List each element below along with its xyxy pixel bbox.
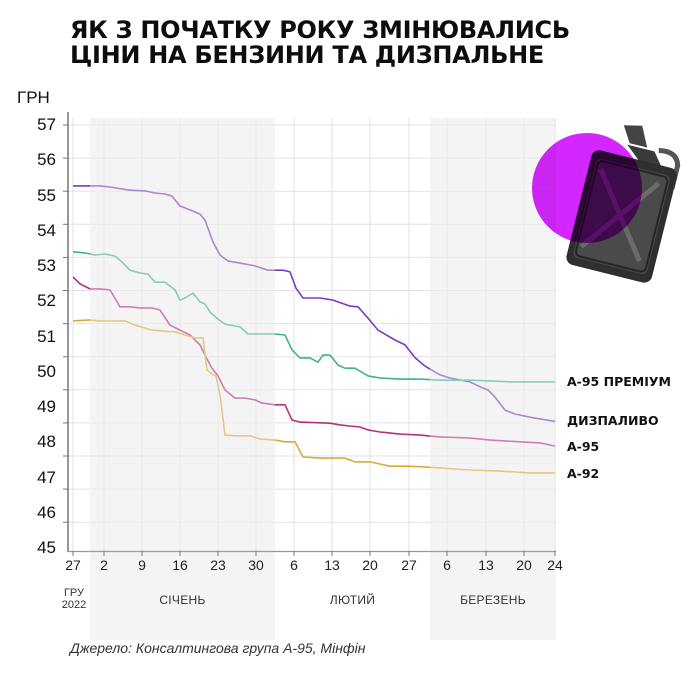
y-tick-label: 49 <box>37 397 56 416</box>
series-line <box>72 251 555 383</box>
y-tick-label: 46 <box>37 502 56 522</box>
x-tick-label: 6 <box>290 557 298 573</box>
y-tick-label: 52 <box>37 291 56 311</box>
y-tick-label: 57 <box>37 115 56 134</box>
x-tick-label: 23 <box>210 557 226 573</box>
jerrycan-icon <box>532 125 681 283</box>
band-fade-overlay <box>90 118 556 550</box>
y-axis-unit: ГРН <box>17 88 50 107</box>
y-tick-label: 47 <box>37 467 56 487</box>
x-tick-label: 6 <box>443 557 451 573</box>
x-tick-label: 9 <box>138 557 146 573</box>
x-tick-label: 20 <box>516 557 532 573</box>
chart-title: ЯК З ПОЧАТКУ РОКУ ЗМІНЮВАЛИСЬ ЦІНИ НА БЕ… <box>70 18 570 68</box>
x-tick-label: 2 <box>100 557 108 573</box>
title-line-1: ЯК З ПОЧАТКУ РОКУ ЗМІНЮВАЛИСЬ <box>70 16 570 44</box>
y-tick-label: 45 <box>37 538 56 557</box>
legend-premium: А-95 ПРЕМІУМ <box>567 374 671 389</box>
x-tick-label: 27 <box>401 557 417 573</box>
source-note: Джерело: Консалтингова група А-95, Мінфі… <box>70 640 366 656</box>
title-line-2: ЦІНИ НА БЕНЗИНИ ТА ДИЗПАЛЬНЕ <box>70 41 544 69</box>
y-tick-label: 53 <box>37 256 56 275</box>
x-tick-label: 27 <box>65 557 81 573</box>
y-tick-label: 51 <box>37 326 56 346</box>
month-label-feb: ЛЮТИЙ <box>329 593 376 607</box>
month-label-dec: ГРУ 2022 <box>61 587 87 611</box>
series-line <box>72 276 556 447</box>
legend-a95: А-95 <box>567 439 600 454</box>
x-tick-label: 13 <box>324 557 340 573</box>
y-tick-label: 55 <box>37 185 56 205</box>
y-tick-label: 48 <box>37 432 56 452</box>
series-line <box>72 319 555 474</box>
legend-a92: А-92 <box>567 466 600 481</box>
x-tick-label: 24 <box>547 557 563 573</box>
month-label-jan: СІЧЕНЬ <box>159 593 206 607</box>
x-tick-label: 20 <box>362 557 378 573</box>
legend-diesel: ДИЗПАЛИВО <box>567 413 659 428</box>
series-line <box>73 185 556 423</box>
x-tick-label: 13 <box>478 557 494 573</box>
price-lines <box>72 185 556 474</box>
month-bands <box>90 118 556 640</box>
y-tick-label: 50 <box>37 361 56 381</box>
y-tick-label: 54 <box>37 220 56 240</box>
x-tick-label: 30 <box>248 557 264 573</box>
x-tick-label: 16 <box>172 557 188 573</box>
axes <box>63 112 556 556</box>
month-label-mar: БЕРЕЗЕНЬ <box>460 593 526 607</box>
y-tick-label: 56 <box>37 150 56 170</box>
